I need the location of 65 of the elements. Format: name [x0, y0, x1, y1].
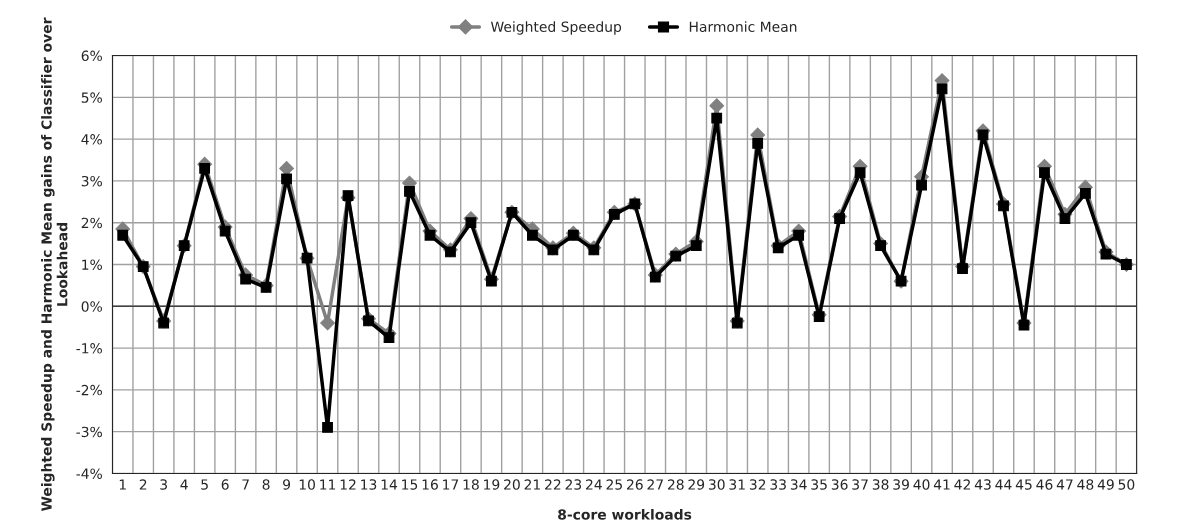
x-tick-label: 41: [933, 479, 950, 490]
y-tick-label: 2%: [81, 217, 102, 229]
x-tick-label: 32: [749, 479, 766, 490]
x-tick-label: 16: [422, 479, 438, 490]
x-tick-label: 47: [1056, 479, 1073, 490]
x-tick-label: 8: [262, 479, 270, 490]
x-tick-label: 15: [402, 479, 418, 490]
y-tick-label: 0%: [81, 301, 102, 312]
x-tick-label: 2: [139, 479, 147, 490]
y-tick-label: 5%: [81, 92, 102, 103]
x-tick-label: 44: [995, 479, 1012, 490]
x-axis-title: 8-core workloads: [558, 508, 692, 520]
x-tick-label: 31: [729, 479, 745, 490]
x-tick-label: 39: [893, 479, 909, 490]
x-tick-label: 38: [872, 479, 889, 490]
x-tick-label: 6: [221, 479, 229, 490]
x-tick-label: 12: [340, 479, 356, 490]
x-tick-label: 28: [667, 479, 684, 490]
x-tick-label: 50: [1118, 479, 1135, 490]
x-tick-label: 36: [831, 479, 848, 490]
y-axis-title: Weighted Speedup and Harmonic Mean gains of Classifier over Lookahead: [41, 17, 68, 512]
x-tick-label: 21: [524, 479, 540, 490]
x-tick-label: 46: [1036, 479, 1053, 490]
x-tick-label: 10: [299, 479, 315, 490]
x-tick-label: 30: [708, 479, 725, 490]
x-tick-label: 43: [974, 479, 991, 490]
x-tick-label: 33: [770, 479, 786, 490]
x-tick-label: 20: [504, 479, 520, 490]
x-tick-label: 14: [381, 479, 398, 490]
x-tick-label: 49: [1097, 479, 1114, 490]
y-tick-label: 3%: [81, 175, 102, 187]
x-tick-label: 26: [626, 479, 643, 490]
x-tick-label: 5: [201, 479, 208, 490]
y-tick-label: 1%: [82, 259, 102, 270]
x-tick-label: 3: [160, 479, 167, 490]
x-tick-label: 18: [463, 479, 479, 490]
x-tick-label: 29: [688, 479, 705, 490]
x-tick-label: 37: [852, 479, 868, 490]
x-tick-label: 27: [647, 479, 663, 490]
x-tick-label: 19: [484, 479, 500, 490]
x-tick-label: 13: [361, 479, 377, 490]
x-tick-label: 48: [1077, 479, 1094, 490]
y-tick-label: 6%: [81, 50, 102, 62]
y-tick-label: -1%: [76, 343, 102, 354]
y-tick-label: -2%: [76, 384, 102, 396]
x-tick-label: 1: [119, 479, 126, 490]
x-tick-label: 45: [1015, 479, 1032, 490]
x-tick-label: 23: [565, 479, 582, 490]
legend-label: Weighted Speedup: [490, 21, 622, 35]
x-tick-label: 7: [242, 479, 249, 490]
legend-label: Harmonic Mean: [689, 21, 797, 32]
y-tick-label: 4%: [81, 134, 102, 145]
x-tick-label: 22: [545, 479, 561, 490]
y-tick-label: -3%: [76, 426, 102, 438]
y-tick-label: -4%: [76, 468, 102, 479]
x-tick-label: 42: [954, 479, 970, 490]
x-tick-label: 40: [913, 479, 930, 490]
x-tick-label: 24: [586, 479, 602, 490]
x-tick-label: 11: [320, 479, 336, 490]
x-tick-label: 9: [283, 479, 291, 490]
x-tick-label: 34: [790, 479, 807, 490]
x-tick-label: 35: [811, 479, 827, 490]
x-tick-label: 17: [443, 479, 459, 490]
x-tick-label: 4: [180, 479, 188, 490]
x-tick-label: 25: [606, 479, 622, 490]
